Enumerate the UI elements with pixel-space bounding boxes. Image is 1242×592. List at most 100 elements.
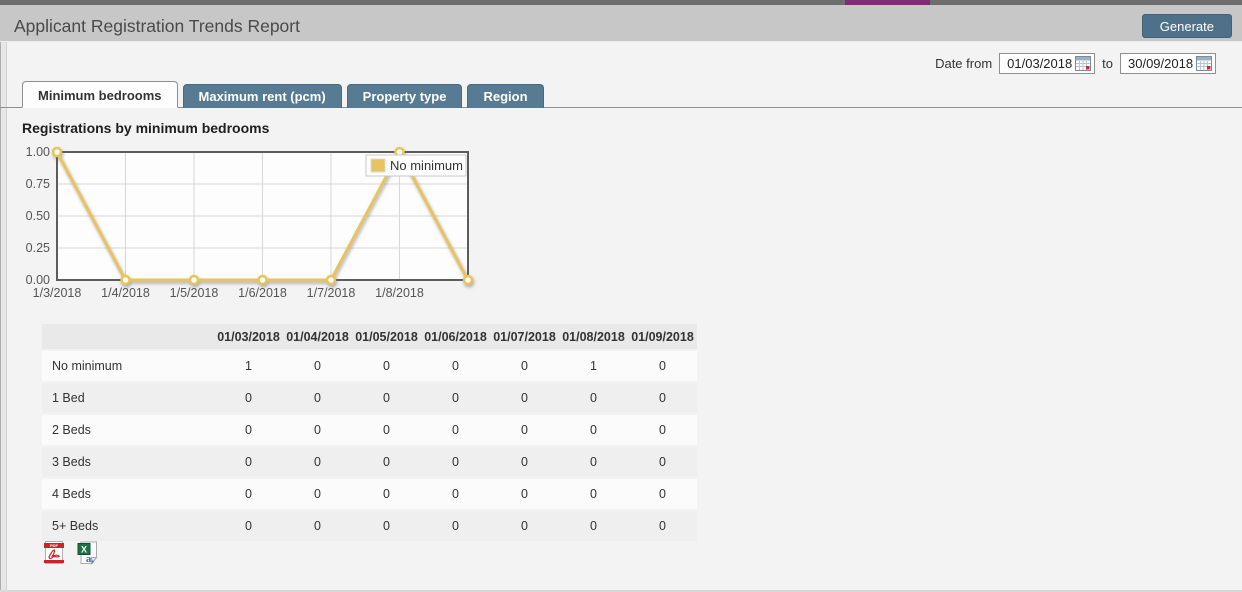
table-row: 4 Beds 0 0 0 0 0 0 0 — [42, 479, 697, 509]
value-cell: 0 — [283, 447, 352, 477]
value-cell: 0 — [352, 447, 421, 477]
value-cell: 0 — [559, 511, 628, 541]
tab-property-type[interactable]: Property type — [346, 84, 463, 108]
value-cell: 0 — [283, 351, 352, 381]
column-header: 01/04/2018 — [283, 324, 352, 349]
value-cell: 0 — [628, 383, 697, 413]
value-cell: 0 — [490, 351, 559, 381]
date-from-input[interactable] — [1005, 55, 1076, 72]
date-from-label: Date from — [935, 56, 993, 71]
row-label: 1 Bed — [42, 383, 214, 413]
date-from-field — [999, 53, 1096, 74]
value-cell: 0 — [421, 351, 490, 381]
export-pdf-icon[interactable]: PDF — [42, 540, 66, 566]
value-cell: 0 — [421, 447, 490, 477]
column-header: 01/05/2018 — [352, 324, 421, 349]
value-cell: 0 — [352, 479, 421, 509]
data-series — [51, 146, 474, 286]
y-tick-label: 0.00 — [26, 273, 50, 287]
export-excel-icon[interactable]: X a, — [76, 540, 100, 566]
row-label: 4 Beds — [42, 479, 214, 509]
x-tick-label: 1/6/2018 — [238, 286, 287, 300]
bottom-edge — [0, 590, 1242, 592]
svg-text:a,: a, — [86, 553, 95, 565]
report-tabs: Minimum bedrooms Maximum rent (pcm) Proper… — [22, 81, 549, 108]
value-cell: 0 — [628, 511, 697, 541]
table-row: 5+ Beds 0 0 0 0 0 0 0 — [42, 511, 697, 541]
date-to-input[interactable] — [1126, 55, 1196, 72]
legend-box — [365, 154, 467, 177]
value-cell: 0 — [628, 447, 697, 477]
column-header: 01/07/2018 — [490, 324, 559, 349]
x-tick-label: 1/7/2018 — [307, 286, 356, 300]
registrations-table: 01/03/2018 01/04/2018 01/05/2018 01/06/2018… — [42, 322, 697, 543]
value-cell: 0 — [283, 383, 352, 413]
chart-title: Registrations by minimum bedrooms — [22, 120, 270, 136]
y-tick-label: 0.50 — [26, 209, 50, 223]
value-cell: 0 — [214, 383, 283, 413]
value-cell: 0 — [559, 447, 628, 477]
trend-chart: 0.00 0.25 0.50 0.75 1.00 1/3/2018 1/4/2018 1/5/… — [10, 142, 500, 307]
table-row: 1 Bed 0 0 0 0 0 0 0 — [42, 383, 697, 413]
row-label: 5+ Beds — [42, 511, 214, 541]
data-point-marker — [51, 146, 63, 158]
value-cell: 0 — [352, 351, 421, 381]
value-cell: 0 — [283, 479, 352, 509]
page-title: Applicant Registration Trends Report — [14, 16, 300, 36]
left-rail — [0, 42, 7, 592]
calendar-icon[interactable] — [1196, 56, 1212, 71]
x-tick-label: 1/8/2018 — [375, 286, 424, 300]
value-cell: 0 — [421, 415, 490, 445]
column-header: 01/08/2018 — [559, 324, 628, 349]
y-tick-label: 1.00 — [26, 145, 50, 159]
row-label: 2 Beds — [42, 415, 214, 445]
data-point-marker — [462, 274, 474, 286]
value-cell: 0 — [559, 415, 628, 445]
legend-label: No minimum — [390, 158, 463, 173]
x-tick-label: 1/3/2018 — [33, 286, 82, 300]
top-accent-bar — [0, 0, 1242, 5]
value-cell: 0 — [559, 383, 628, 413]
table-header-row: 01/03/2018 01/04/2018 01/05/2018 01/06/2018… — [42, 324, 697, 349]
tab-maximum-rent-pcm[interactable]: Maximum rent (pcm) — [182, 84, 342, 108]
table-row: 3 Beds 0 0 0 0 0 0 0 — [42, 447, 697, 477]
row-label: 3 Beds — [42, 447, 214, 477]
value-cell: 0 — [283, 415, 352, 445]
value-cell: 1 — [214, 351, 283, 381]
line-chart-svg: 0.00 0.25 0.50 0.75 1.00 1/3/2018 1/4/2018 1/5/… — [26, 145, 474, 300]
date-filter-row: Date from to — [935, 53, 1216, 74]
table-row: 2 Beds 0 0 0 0 0 0 0 — [42, 415, 697, 445]
value-cell: 0 — [490, 383, 559, 413]
table-row: No minimum 1 0 0 0 0 1 0 — [42, 351, 697, 381]
value-cell: 0 — [283, 511, 352, 541]
value-cell: 0 — [214, 511, 283, 541]
row-label: No minimum — [42, 351, 214, 381]
column-header: 01/06/2018 — [421, 324, 490, 349]
date-to-field — [1120, 53, 1216, 74]
svg-text:PDF: PDF — [50, 543, 59, 548]
value-cell: 0 — [214, 479, 283, 509]
value-cell: 0 — [214, 447, 283, 477]
tab-minimum-bedrooms[interactable]: Minimum bedrooms — [22, 81, 178, 108]
column-header: 01/09/2018 — [628, 324, 697, 349]
value-cell: 0 — [628, 479, 697, 509]
value-cell: 0 — [352, 511, 421, 541]
tab-region[interactable]: Region — [467, 84, 544, 108]
data-point-marker — [188, 274, 200, 286]
calendar-icon[interactable] — [1075, 56, 1092, 71]
value-cell: 0 — [352, 415, 421, 445]
export-row: PDF X a, — [42, 540, 100, 566]
value-cell: 1 — [559, 351, 628, 381]
data-point-marker — [257, 274, 268, 286]
value-cell: 0 — [214, 415, 283, 445]
value-cell: 0 — [490, 479, 559, 509]
y-tick-label: 0.75 — [26, 177, 50, 191]
accent-purple-segment — [845, 0, 930, 5]
x-tick-label: 1/5/2018 — [170, 286, 219, 300]
tab-bar-divider — [0, 107, 1242, 108]
data-point-marker — [325, 274, 337, 286]
value-cell: 0 — [421, 479, 490, 509]
x-tick-label: 1/4/2018 — [101, 286, 150, 300]
value-cell: 0 — [628, 351, 697, 381]
generate-button[interactable]: Generate — [1141, 14, 1232, 38]
